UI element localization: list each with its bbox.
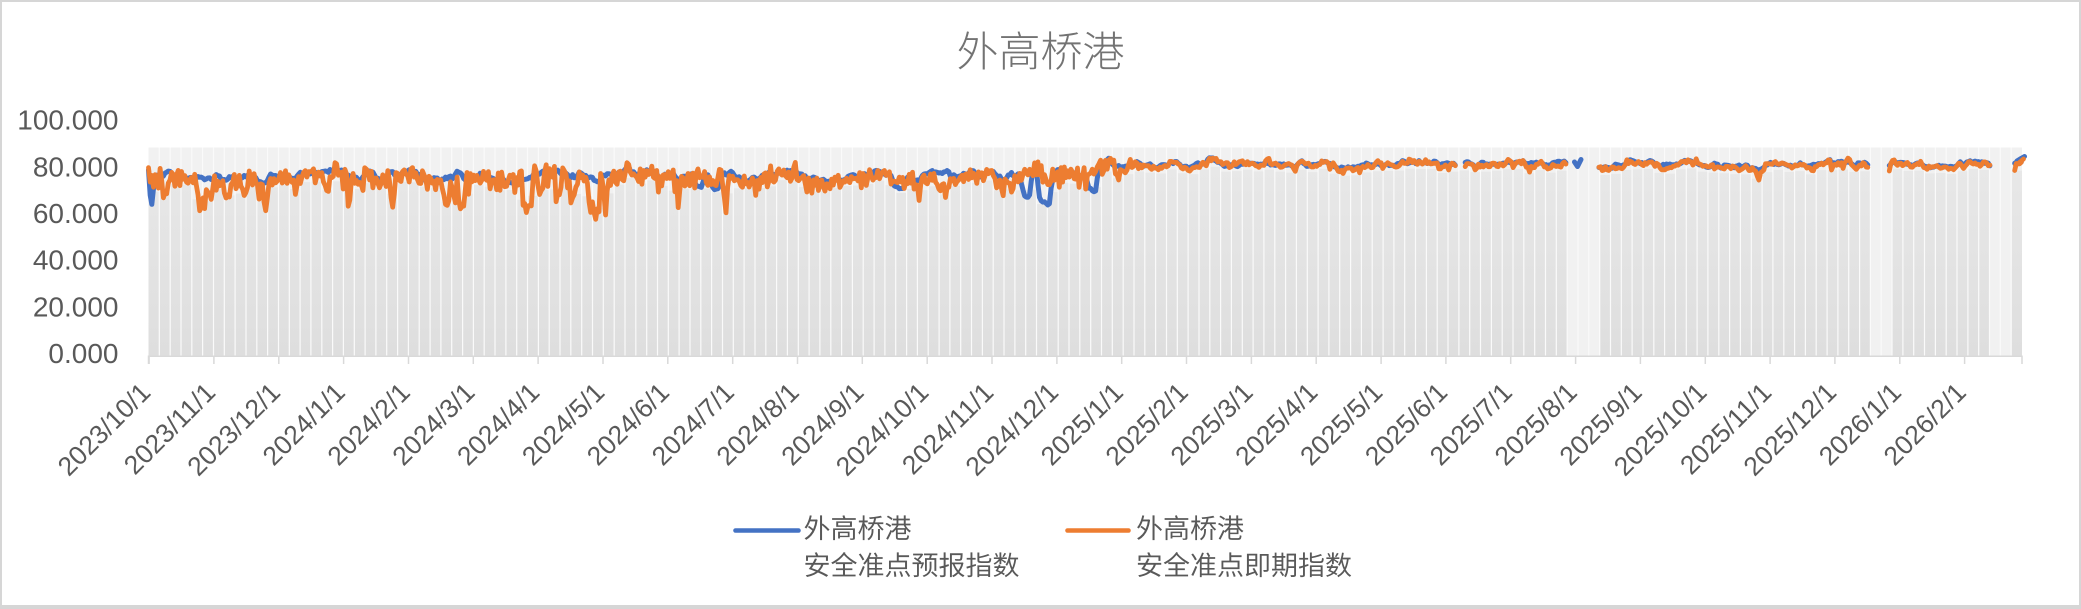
- svg-text:40.000: 40.000: [33, 245, 119, 276]
- svg-text:0.000: 0.000: [48, 338, 118, 369]
- svg-text:60.000: 60.000: [33, 198, 119, 229]
- svg-text:80.000: 80.000: [33, 151, 119, 182]
- svg-text:100.000: 100.000: [17, 105, 118, 136]
- svg-text:20.000: 20.000: [33, 291, 119, 322]
